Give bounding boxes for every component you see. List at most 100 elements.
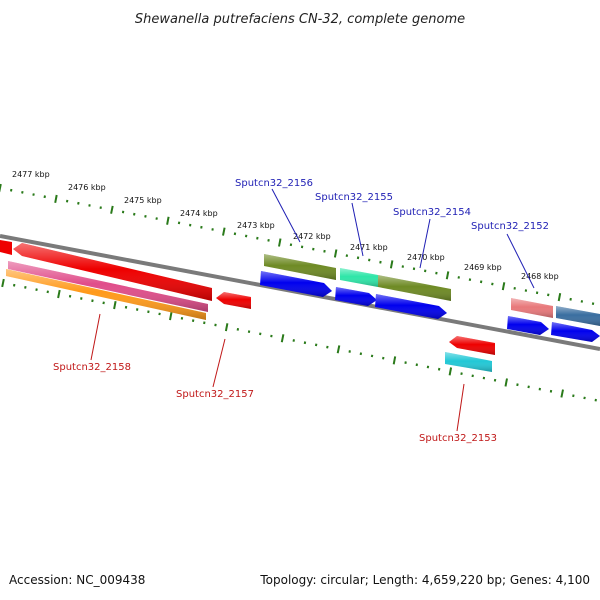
minor-tick [457, 276, 460, 279]
minor-tick [247, 330, 251, 334]
leader-line [271, 188, 301, 243]
minor-tick [326, 345, 329, 349]
gene-label-sputcn32-2155[interactable]: Sputcn32_2155 [315, 192, 393, 203]
gene-reverse-arrow[interactable] [0, 240, 12, 255]
label-leader-lines [90, 188, 535, 432]
leader-line [419, 218, 431, 269]
major-tick [166, 216, 170, 225]
leader-line [90, 313, 101, 361]
inner-tick-track [1, 278, 597, 402]
minor-tick [580, 300, 584, 303]
gene-shade [551, 322, 600, 342]
major-tick [557, 293, 562, 302]
minor-tick [21, 190, 24, 194]
minor-tick [133, 212, 136, 216]
minor-tick [244, 234, 248, 238]
minor-tick [479, 280, 483, 284]
leader-line [351, 202, 364, 257]
minor-tick [493, 378, 497, 382]
major-tick [280, 334, 285, 343]
major-tick [560, 389, 564, 398]
major-tick [110, 205, 114, 214]
major-tick [1, 278, 5, 288]
gene-shade [511, 298, 553, 318]
minor-tick [516, 383, 519, 387]
outer-tick-track [0, 183, 595, 306]
gene-label-sputcn32-2158[interactable]: Sputcn32_2158 [53, 362, 131, 373]
minor-tick [91, 299, 94, 303]
minor-tick [236, 327, 240, 331]
accession-text: Accession: NC_009438 [9, 573, 146, 587]
gene-shade [260, 271, 332, 297]
gene-label-sputcn32-2152[interactable]: Sputcn32_2152 [471, 221, 549, 232]
major-tick [224, 323, 229, 332]
minor-tick [35, 288, 38, 292]
minor-tick [155, 217, 158, 220]
minor-tick [356, 256, 360, 260]
map-title: Shewanella putrefaciens CN-32, complete … [135, 12, 465, 27]
minor-tick [583, 396, 586, 400]
minor-tick [303, 341, 307, 345]
minor-tick [437, 367, 441, 371]
minor-tick [594, 398, 597, 402]
major-tick [336, 345, 341, 354]
leader-line [506, 233, 535, 289]
minor-tick [259, 332, 262, 336]
gene-shade [8, 261, 208, 312]
minor-tick [32, 193, 35, 196]
kbp-label: 2470 kbp [407, 253, 445, 262]
minor-tick [547, 293, 550, 297]
kbp-label: 2475 kbp [124, 196, 162, 205]
minor-tick [267, 238, 270, 242]
minor-tick [233, 232, 237, 236]
major-tick [501, 282, 506, 291]
major-tick [278, 238, 282, 247]
minor-tick [370, 354, 374, 358]
minor-tick [43, 195, 46, 199]
major-tick [54, 194, 58, 203]
minor-tick [102, 301, 105, 305]
minor-tick [144, 214, 147, 218]
gene-shade [449, 336, 495, 355]
minor-tick [124, 305, 128, 309]
minor-tick [289, 243, 293, 247]
major-tick [57, 289, 61, 299]
minor-tick [382, 356, 385, 360]
kbp-label: 2471 kbp [350, 243, 388, 252]
gene-shade [507, 316, 549, 335]
major-tick [448, 367, 453, 376]
kbp-label: 2476 kbp [68, 183, 106, 192]
gene-shade [216, 292, 251, 309]
minor-tick [379, 260, 382, 264]
gene-label-sputcn32-2153[interactable]: Sputcn32_2153 [419, 433, 497, 444]
minor-tick [572, 394, 575, 398]
minor-tick [460, 372, 463, 376]
minor-tick [191, 319, 195, 323]
major-tick [389, 260, 394, 269]
major-tick [0, 183, 2, 193]
kbp-label: 2472 kbp [293, 232, 331, 241]
major-tick [504, 378, 508, 387]
minor-tick [527, 385, 530, 389]
kbp-label: 2477 kbp [12, 170, 50, 179]
minor-tick [158, 312, 161, 316]
major-tick [445, 271, 450, 280]
gene-label-sputcn32-2156[interactable]: Sputcn32_2156 [235, 178, 313, 189]
minor-tick [46, 290, 49, 294]
gene-shade [6, 269, 206, 320]
minor-tick [468, 278, 472, 282]
kbp-label: 2468 kbp [521, 272, 559, 281]
gene-shade [335, 287, 377, 306]
minor-tick [292, 339, 295, 342]
gene-label-sputcn32-2154[interactable]: Sputcn32_2154 [393, 207, 471, 218]
minor-tick [359, 352, 363, 356]
gene-shade [264, 254, 336, 280]
gene-shade [13, 243, 212, 301]
topology-summary: Topology: circular; Length: 4,659,220 bp… [260, 573, 590, 587]
kbp-ruler-labels: 2477 kbp 2476 kbp 2475 kbp 2474 kbp 2473… [12, 170, 559, 281]
gene-label-sputcn32-2157[interactable]: Sputcn32_2157 [176, 389, 254, 400]
major-tick [392, 356, 397, 365]
minor-tick [77, 201, 80, 205]
major-tick [169, 312, 173, 321]
major-tick [222, 227, 226, 236]
